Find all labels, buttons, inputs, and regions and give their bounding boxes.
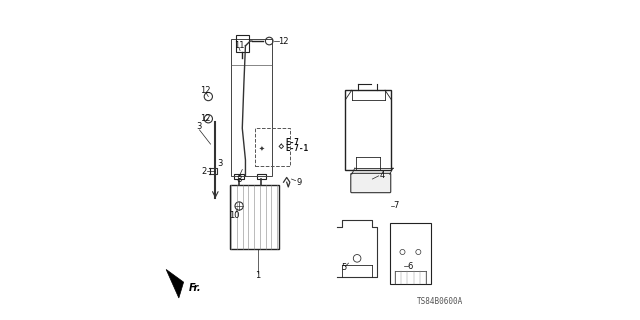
Text: 12: 12 bbox=[200, 114, 211, 123]
Text: 12: 12 bbox=[278, 36, 289, 45]
Bar bbox=[230, 185, 279, 249]
Text: 1: 1 bbox=[255, 271, 260, 280]
Text: 6: 6 bbox=[408, 262, 413, 271]
Bar bbox=[390, 223, 431, 284]
Text: E-7-1: E-7-1 bbox=[285, 144, 308, 153]
Text: 9: 9 bbox=[297, 178, 302, 187]
Text: 3: 3 bbox=[196, 122, 202, 131]
Bar bbox=[231, 39, 273, 176]
Text: 5: 5 bbox=[341, 263, 346, 272]
Text: TS84B0600A: TS84B0600A bbox=[417, 297, 463, 306]
Polygon shape bbox=[166, 269, 184, 298]
FancyBboxPatch shape bbox=[351, 173, 391, 193]
Bar bbox=[255, 128, 290, 166]
Text: 12: 12 bbox=[200, 86, 211, 95]
Bar bbox=[236, 35, 248, 52]
Text: 4: 4 bbox=[380, 172, 385, 180]
Bar bbox=[234, 174, 244, 179]
Text: 8: 8 bbox=[236, 174, 242, 184]
Text: 10: 10 bbox=[229, 211, 239, 220]
Text: Fr.: Fr. bbox=[188, 284, 201, 293]
Text: 3: 3 bbox=[218, 159, 223, 168]
Bar bbox=[346, 90, 392, 170]
Text: E-7: E-7 bbox=[285, 138, 299, 147]
Text: 7: 7 bbox=[394, 202, 399, 211]
Text: ✦: ✦ bbox=[259, 146, 264, 152]
Bar bbox=[257, 174, 266, 179]
Text: 11: 11 bbox=[234, 41, 244, 50]
Text: 2: 2 bbox=[202, 167, 207, 176]
